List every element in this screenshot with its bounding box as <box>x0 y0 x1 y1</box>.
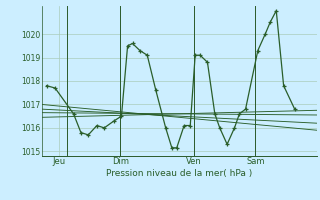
X-axis label: Pression niveau de la mer( hPa ): Pression niveau de la mer( hPa ) <box>106 169 252 178</box>
